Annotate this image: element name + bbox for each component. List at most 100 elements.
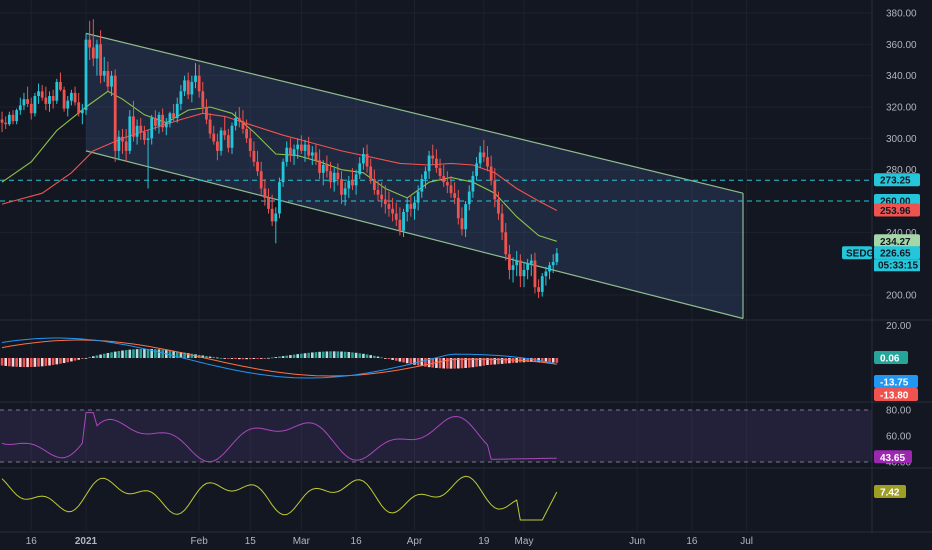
candle-body[interactable] [482, 152, 486, 158]
candle-body[interactable] [343, 188, 347, 195]
candle-body[interactable] [281, 161, 285, 183]
date-axis[interactable]: 16 2021 Feb 15 Mar 16 Apr 19 May Jun 16 Jul [26, 536, 753, 547]
candle-body[interactable] [59, 81, 62, 90]
candle-body[interactable] [33, 96, 37, 114]
candle-body[interactable] [201, 91, 205, 107]
candle-body[interactable] [289, 147, 292, 156]
candle-body[interactable] [183, 80, 186, 92]
candle-body[interactable] [299, 144, 303, 151]
candle-body[interactable] [464, 204, 467, 230]
candle-body[interactable] [274, 213, 278, 222]
candle-body[interactable] [438, 168, 442, 176]
candle-body[interactable] [497, 199, 500, 214]
candle-body[interactable] [205, 107, 208, 120]
candle-body[interactable] [223, 130, 227, 136]
candle-body[interactable] [66, 100, 70, 109]
candle-body[interactable] [486, 157, 489, 167]
candle-body[interactable] [413, 202, 416, 209]
candle-body[interactable] [471, 175, 475, 192]
candle-body[interactable] [150, 117, 154, 139]
candle-body[interactable] [548, 265, 551, 272]
candle-body[interactable] [376, 190, 380, 195]
candle-body[interactable] [478, 152, 482, 164]
candle-body[interactable] [518, 260, 522, 277]
candle-body[interactable] [212, 133, 216, 142]
candle-body[interactable] [153, 117, 157, 126]
candle-body[interactable] [7, 114, 11, 125]
candle-body[interactable] [336, 172, 340, 180]
candle-body[interactable] [296, 144, 300, 150]
candle-body[interactable] [460, 218, 464, 230]
candle-body[interactable] [234, 117, 238, 126]
candle-body[interactable] [522, 269, 526, 277]
candle-body[interactable] [62, 89, 66, 109]
candle-body[interactable] [102, 70, 106, 76]
candle-body[interactable] [245, 128, 248, 139]
candle-body[interactable] [40, 91, 44, 98]
candle-body[interactable] [314, 152, 318, 161]
candle-body[interactable] [372, 179, 376, 191]
candle-body[interactable] [124, 141, 128, 151]
candle-body[interactable] [318, 160, 321, 173]
candle-body[interactable] [449, 185, 453, 194]
candle-body[interactable] [259, 171, 263, 189]
candle-body[interactable] [190, 81, 194, 95]
candle-body[interactable] [362, 154, 365, 164]
candle-body[interactable] [4, 122, 8, 125]
candle-body[interactable] [252, 150, 256, 162]
candle-body[interactable] [394, 213, 398, 220]
candle-body[interactable] [383, 199, 387, 205]
candle-body[interactable] [310, 152, 314, 156]
candle-body[interactable] [456, 197, 460, 219]
candle-body[interactable] [0, 119, 4, 123]
candle-body[interactable] [110, 75, 113, 87]
candle-body[interactable] [197, 75, 201, 92]
candle-body[interactable] [18, 105, 22, 111]
candle-body[interactable] [208, 119, 212, 134]
candle-body[interactable] [504, 232, 508, 255]
candle-body[interactable] [544, 271, 548, 277]
candle-body[interactable] [500, 213, 504, 233]
candle-body[interactable] [139, 125, 143, 133]
candle-body[interactable] [73, 92, 77, 103]
candle-body[interactable] [157, 114, 161, 126]
candle-body[interactable] [431, 155, 435, 159]
candle-body[interactable] [332, 172, 336, 183]
candle-body[interactable] [511, 265, 515, 270]
candle-body[interactable] [307, 144, 311, 156]
candle-body[interactable] [270, 208, 274, 222]
candle-body[interactable] [186, 80, 190, 95]
candle-body[interactable] [467, 191, 471, 205]
candle-body[interactable] [445, 182, 449, 186]
candle-body[interactable] [515, 260, 519, 266]
candle-body[interactable] [84, 39, 88, 111]
candle-body[interactable] [405, 204, 409, 212]
candle-body[interactable] [420, 179, 424, 192]
candle-body[interactable] [88, 39, 92, 48]
candle-body[interactable] [216, 141, 219, 151]
candle-body[interactable] [369, 166, 373, 180]
candle-body[interactable] [529, 260, 533, 264]
candle-body[interactable] [194, 75, 197, 82]
candle-body[interactable] [435, 158, 438, 169]
candle-body[interactable] [508, 254, 511, 270]
candle-body[interactable] [551, 262, 555, 266]
candle-body[interactable] [351, 180, 354, 186]
candle-body[interactable] [132, 116, 135, 137]
candle-body[interactable] [540, 276, 544, 292]
candle-body[interactable] [292, 149, 296, 156]
candle-body[interactable] [77, 102, 81, 114]
candle-body[interactable] [230, 125, 234, 148]
candle-body[interactable] [354, 174, 358, 186]
candle-body[interactable] [391, 208, 394, 214]
candle-body[interactable] [237, 117, 241, 122]
candle-body[interactable] [416, 191, 420, 203]
candle-body[interactable] [427, 155, 431, 172]
candle-body[interactable] [424, 171, 427, 180]
candle-body[interactable] [168, 113, 172, 123]
candle-body[interactable] [475, 163, 478, 176]
candle-body[interactable] [340, 179, 343, 195]
candle-body[interactable] [347, 180, 351, 189]
candle-body[interactable] [241, 121, 245, 129]
